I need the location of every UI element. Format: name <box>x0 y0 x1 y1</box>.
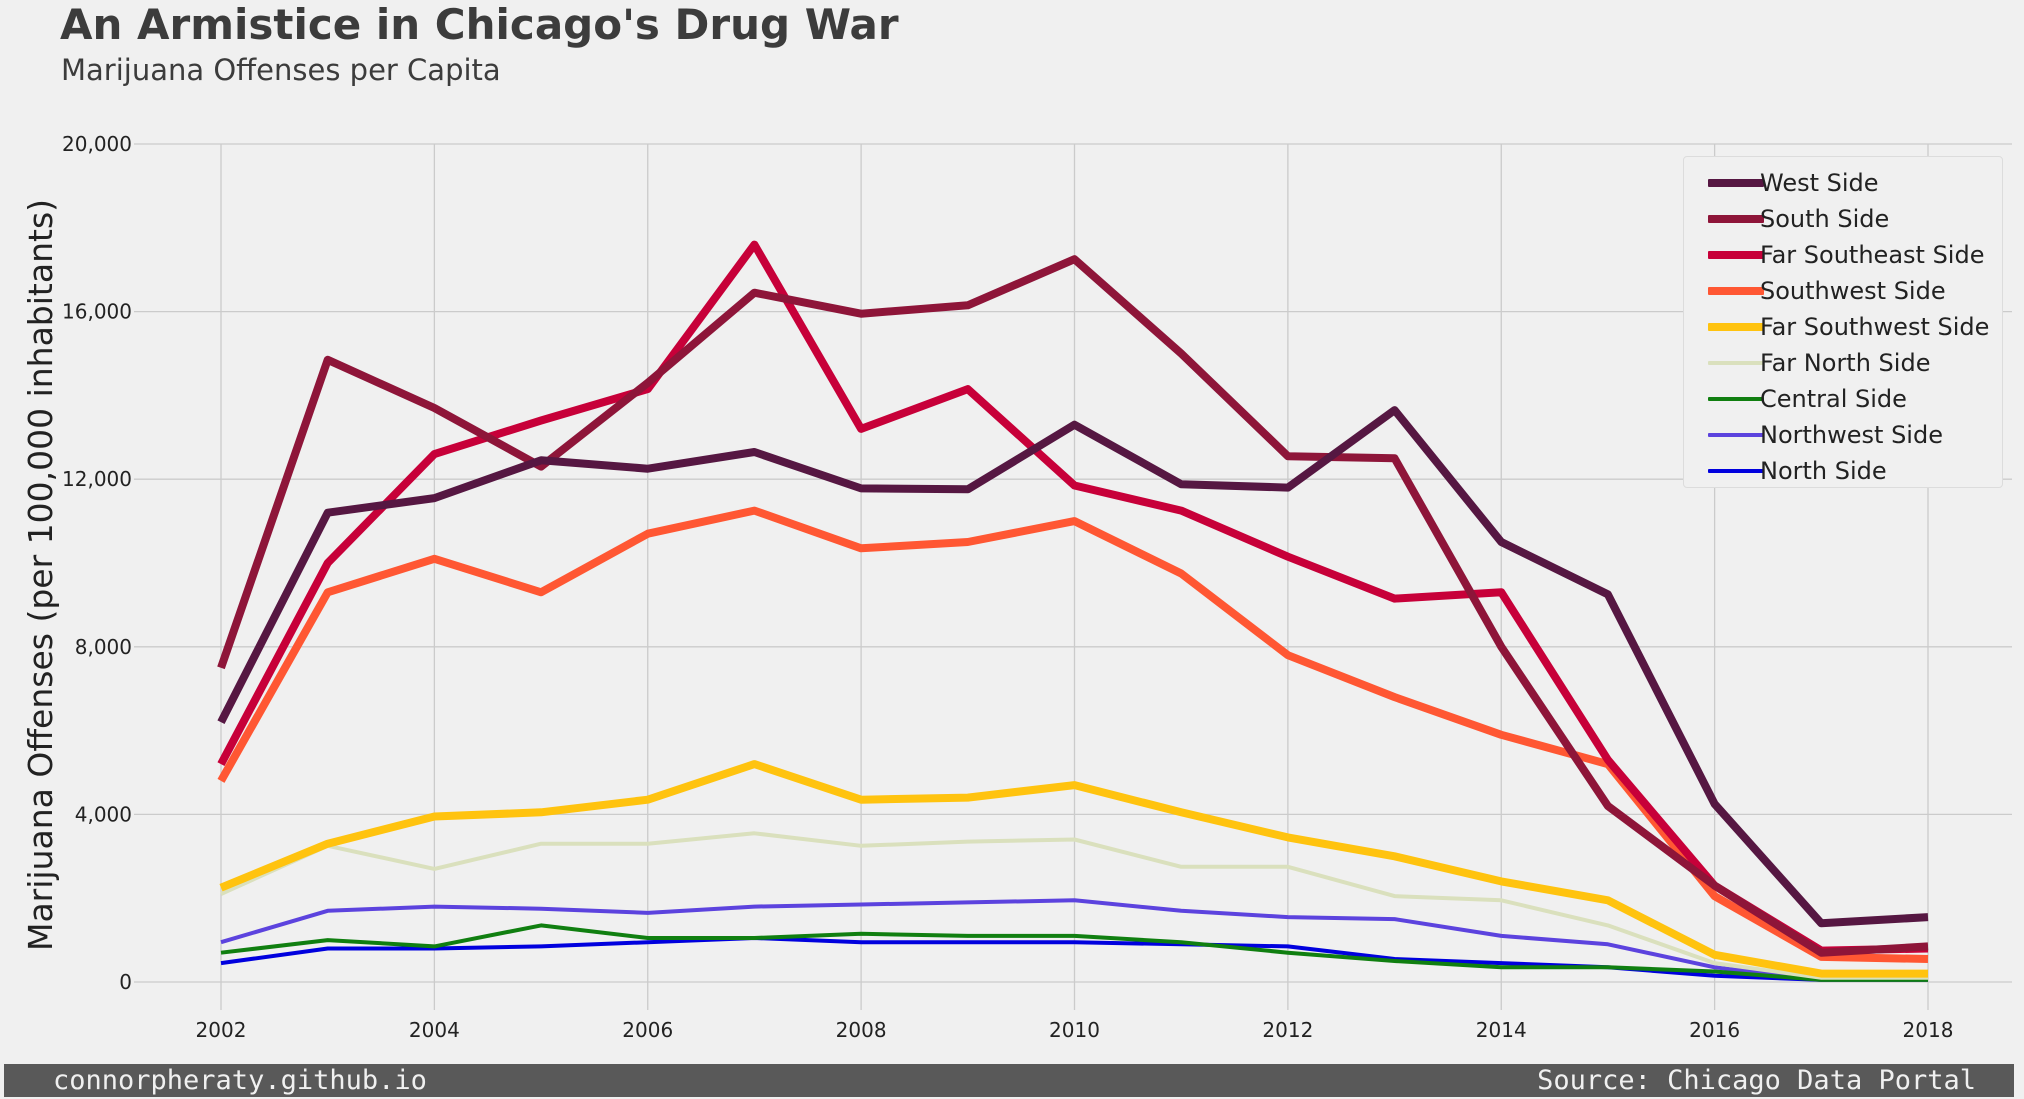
x-tick-label: 2018 <box>1903 1018 1954 1042</box>
series-line-west-side <box>217 406 1929 928</box>
tick-label-layer: 2002 2004 2006 2008 2010 2012 2014 2016 2018 0 4,0… <box>62 132 1953 1042</box>
legend-item-central-side: Central Side <box>1684 381 2002 417</box>
legend-item-west-side: West Side <box>1684 165 2002 201</box>
legend-swatch <box>1708 215 1764 223</box>
series-layer <box>217 240 1929 982</box>
series-line-southwest-side <box>217 506 1929 963</box>
series-line-far-north-side <box>220 831 1928 980</box>
y-tick-label: 0 <box>119 970 132 994</box>
legend-label: Far Southeast Side <box>1760 241 1985 269</box>
legend-swatch <box>1708 323 1764 331</box>
y-tick-label: 4,000 <box>75 802 132 826</box>
legend-label: Southwest Side <box>1760 277 1946 305</box>
x-tick-label: 2004 <box>409 1018 460 1042</box>
legend-label: Far Southwest Side <box>1760 313 1990 341</box>
legend-swatch <box>1708 397 1764 401</box>
legend-label: West Side <box>1760 169 1879 197</box>
series-line-south-side <box>217 255 1929 957</box>
legend-label: South Side <box>1760 205 1890 233</box>
legend-swatch <box>1708 361 1764 365</box>
series-line-central-side <box>220 923 1928 982</box>
footer-site-credit: connorpheraty.github.io <box>53 1065 427 1096</box>
legend-swatch <box>1708 433 1764 437</box>
y-tick-label: 12,000 <box>62 467 132 491</box>
legend-label: Northwest Side <box>1760 421 1943 449</box>
x-tick-label: 2008 <box>836 1018 887 1042</box>
x-tick-label: 2014 <box>1476 1018 1527 1042</box>
legend-item-northwest-side: Northwest Side <box>1684 417 2002 453</box>
grid-layer <box>134 143 2012 1010</box>
legend: West Side South Side Far Southeast Side Sou… <box>1683 156 2003 488</box>
x-tick-label: 2010 <box>1049 1018 1100 1042</box>
legend-swatch <box>1708 469 1764 473</box>
y-axis-label: Marijuana Offenses (per 100,000 inhabita… <box>21 199 60 951</box>
footer-bar: connorpheraty.github.io Source: Chicago … <box>4 1064 2014 1097</box>
legend-label: North Side <box>1760 457 1887 485</box>
x-tick-label: 2016 <box>1689 1018 1740 1042</box>
legend-item-southwest-side: Southwest Side <box>1684 273 2002 309</box>
chart-title: An Armistice in Chicago's Drug War <box>60 0 899 49</box>
x-tick-label: 2006 <box>622 1018 673 1042</box>
legend-swatch <box>1708 251 1764 259</box>
series-line-far-southwest-side <box>219 760 1928 978</box>
legend-item-north-side: North Side <box>1684 453 2002 489</box>
x-tick-label: 2012 <box>1262 1018 1313 1042</box>
legend-item-far-southeast-side: Far Southeast Side <box>1684 237 2002 273</box>
y-tick-label: 8,000 <box>75 635 132 659</box>
y-tick-label: 16,000 <box>62 300 132 324</box>
series-line-northwest-side <box>220 898 1928 982</box>
legend-item-far-southwest-side: Far Southwest Side <box>1684 309 2002 345</box>
legend-swatch <box>1708 179 1764 187</box>
footer-source-credit: Source: Chicago Data Portal <box>1537 1065 1976 1096</box>
legend-label: Far North Side <box>1760 349 1931 377</box>
x-tick-label: 2002 <box>196 1018 247 1042</box>
legend-label: Central Side <box>1760 385 1907 413</box>
chart-subtitle: Marijuana Offenses per Capita <box>61 53 501 87</box>
legend-swatch <box>1708 287 1764 295</box>
legend-item-south-side: South Side <box>1684 201 2002 237</box>
legend-item-far-north-side: Far North Side <box>1684 345 2002 381</box>
series-line-far-southeast-side <box>217 240 1929 955</box>
y-tick-label: 20,000 <box>62 132 132 156</box>
